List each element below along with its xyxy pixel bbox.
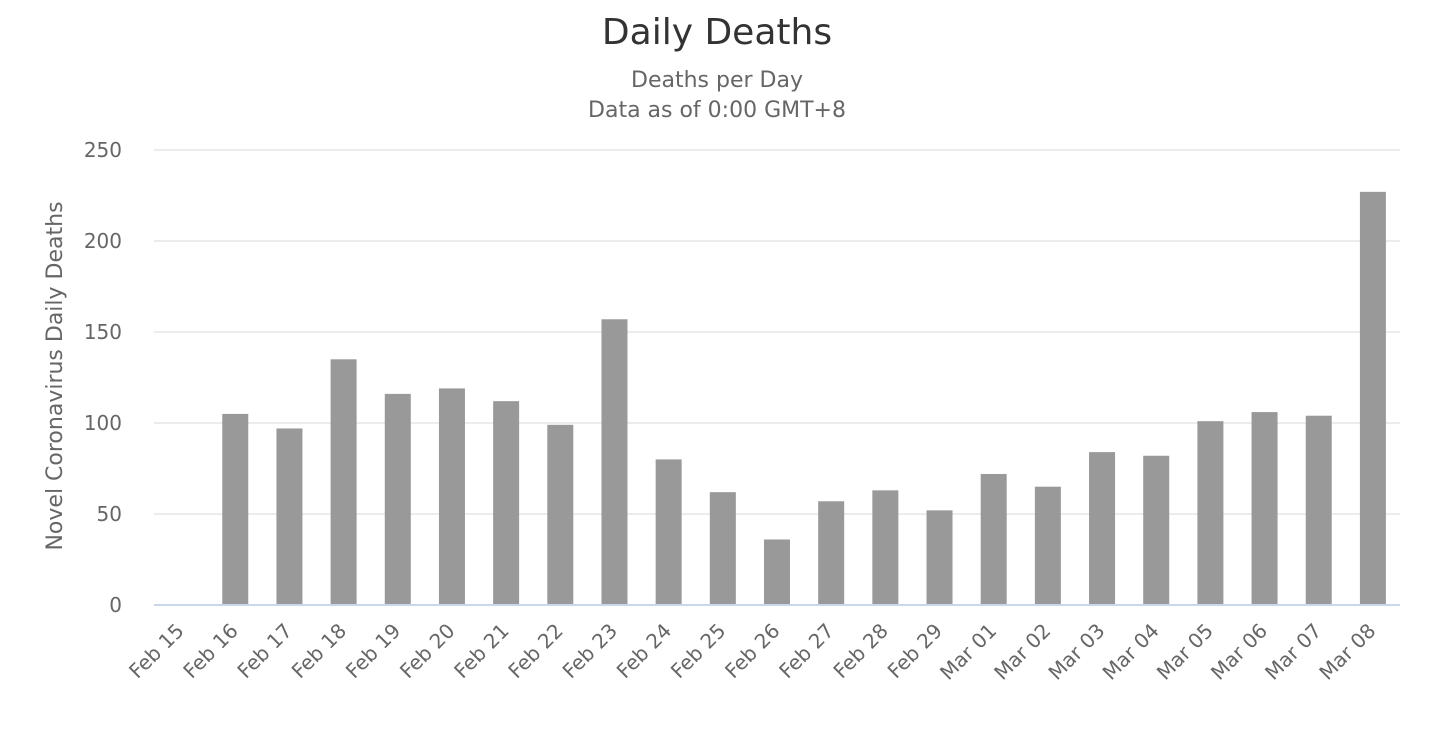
bar[interactable] xyxy=(1143,455,1170,605)
chart-subtitle-line-2: Data as of 0:00 GMT+8 xyxy=(588,98,846,123)
bar[interactable] xyxy=(655,459,682,605)
bar[interactable] xyxy=(1034,486,1061,605)
x-tick-label: Mar 02 xyxy=(989,619,1055,685)
y-tick-label: 100 xyxy=(84,411,122,435)
y-tick-label: 50 xyxy=(97,502,122,526)
x-tick-label: Feb 26 xyxy=(720,619,785,684)
x-tick-label: Feb 18 xyxy=(287,619,352,684)
y-axis-ticks: 0 50 100 150 200 250 xyxy=(84,138,122,617)
x-tick-label: Feb 28 xyxy=(828,619,893,684)
chart-title: Daily Deaths xyxy=(602,12,832,53)
bar[interactable] xyxy=(980,473,1007,605)
bar[interactable] xyxy=(222,413,249,605)
x-tick-label: Feb 17 xyxy=(232,619,297,684)
bar[interactable] xyxy=(438,388,465,605)
x-tick-label: Feb 24 xyxy=(612,619,677,684)
y-tick-label: 150 xyxy=(84,320,122,344)
x-tick-label: Mar 07 xyxy=(1260,619,1326,685)
x-tick-label: Feb 29 xyxy=(883,619,948,684)
x-tick-label: Feb 22 xyxy=(503,619,568,684)
bar[interactable] xyxy=(493,401,520,605)
x-tick-label: Mar 06 xyxy=(1206,619,1272,685)
bar[interactable] xyxy=(818,501,845,605)
x-tick-label: Mar 04 xyxy=(1098,619,1164,685)
x-tick-label: Feb 20 xyxy=(395,619,460,684)
bar[interactable] xyxy=(547,424,574,605)
x-tick-label: Feb 19 xyxy=(341,619,406,684)
x-tick-label: Feb 21 xyxy=(449,619,514,684)
y-tick-label: 0 xyxy=(109,593,122,617)
bar[interactable] xyxy=(276,428,303,605)
bars xyxy=(222,191,1386,606)
x-tick-label: Feb 25 xyxy=(666,619,731,684)
bar[interactable] xyxy=(1089,452,1116,605)
chart-subtitle-line-1: Deaths per Day xyxy=(631,68,803,93)
y-axis-label: Novel Coronavirus Daily Deaths xyxy=(43,201,68,550)
bar[interactable] xyxy=(1251,412,1278,605)
bar[interactable] xyxy=(926,510,953,605)
y-tick-label: 200 xyxy=(84,229,122,253)
bar[interactable] xyxy=(763,539,791,605)
bar[interactable] xyxy=(384,393,411,605)
x-tick-label: Mar 01 xyxy=(935,619,1001,685)
bar[interactable] xyxy=(1359,191,1386,606)
x-tick-label: Feb 27 xyxy=(774,619,839,684)
bar[interactable] xyxy=(872,490,899,605)
x-tick-label: Feb 23 xyxy=(558,619,623,684)
bar[interactable] xyxy=(1197,421,1224,605)
x-tick-label: Mar 05 xyxy=(1152,619,1218,685)
x-tick-label: Feb 15 xyxy=(124,619,189,684)
bar[interactable] xyxy=(601,319,628,605)
bar[interactable] xyxy=(1305,415,1332,605)
gridlines xyxy=(154,149,1400,515)
bar[interactable] xyxy=(709,492,736,605)
x-tick-label: Mar 08 xyxy=(1314,619,1380,685)
y-tick-label: 250 xyxy=(84,138,122,162)
bar[interactable] xyxy=(330,359,357,605)
x-tick-label: Mar 03 xyxy=(1043,619,1109,685)
x-tick-label: Feb 16 xyxy=(178,619,243,684)
